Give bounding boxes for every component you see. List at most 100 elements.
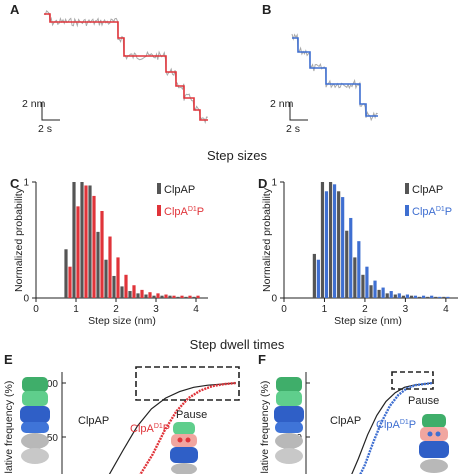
bar-d-s1-7 bbox=[373, 280, 377, 298]
trace-b-raw bbox=[291, 33, 378, 122]
ytick-label-c-0: 0 bbox=[23, 294, 29, 305]
bar-c-s1-12 bbox=[164, 294, 168, 298]
bar-d-s0-3 bbox=[337, 191, 341, 298]
bar-d-s0-10 bbox=[393, 294, 397, 298]
bar-c-s1-15 bbox=[188, 295, 192, 298]
legend-label-clpap: ClpAP bbox=[164, 184, 195, 196]
histogram-d: Normalized probability Step size (nm) 0 1… bbox=[261, 178, 458, 327]
bar-c-s1-1 bbox=[76, 206, 80, 298]
cumulative-e-label-clpap: ClpAP bbox=[78, 415, 109, 427]
bar-c-s1-2 bbox=[84, 185, 88, 298]
cumulative-e-ylabel: ulative frequency (%) bbox=[3, 381, 15, 474]
bar-c-s0-8 bbox=[128, 291, 132, 298]
bar-c-s0-6 bbox=[112, 275, 116, 298]
cartoon-e-blue-ring-2 bbox=[21, 422, 49, 433]
cartoon-e2-gray bbox=[171, 463, 197, 474]
clpap-cartoon-e bbox=[20, 377, 50, 464]
legend-swatch-clpap bbox=[157, 183, 161, 194]
bar-c-s0-9 bbox=[136, 293, 140, 298]
cartoon-f2-gray bbox=[420, 459, 448, 473]
cartoon-e-mid-ring bbox=[22, 391, 48, 406]
trace-a-raw bbox=[43, 10, 208, 125]
panel-label-e: E bbox=[4, 352, 13, 367]
panel-label-b: B bbox=[262, 2, 271, 17]
trace-a bbox=[43, 10, 208, 125]
panel-label-d: D bbox=[258, 176, 267, 191]
bar-c-s1-4 bbox=[100, 211, 104, 298]
bar-d-s1-6 bbox=[365, 266, 369, 298]
ytick-label-d-0: 0 bbox=[271, 294, 277, 305]
cumulative-e-label-clpad1p-sup: D1 bbox=[154, 423, 163, 430]
bar-c-s1-16 bbox=[196, 295, 200, 298]
bar-d-s0-9 bbox=[385, 293, 389, 298]
cumulative-e: ulative frequency (%) 100 50 ClpAP ClpAD… bbox=[3, 366, 240, 474]
cartoon-e-gray-ring bbox=[21, 433, 49, 449]
bar-d-s1-11 bbox=[405, 294, 409, 298]
bar-c-s1-11 bbox=[156, 293, 160, 298]
legend-label-clpad1p: ClpAD1P bbox=[164, 206, 204, 218]
cartoon-e-top-ring bbox=[22, 377, 48, 392]
bar-c-s1-9 bbox=[140, 289, 144, 298]
cartoon-f2-blue bbox=[419, 441, 449, 458]
legend-swatch-clpad1p bbox=[157, 205, 161, 216]
cartoon-f2-dot-2 bbox=[435, 431, 441, 437]
cumulative-f-label-clpad1p-name: ClpA bbox=[376, 419, 401, 431]
bar-d-s0-14 bbox=[426, 296, 430, 298]
cumulative-f-pause-label: Pause bbox=[408, 395, 439, 407]
legend-label-clpad1p-name: ClpA bbox=[164, 206, 189, 218]
bar-d-s0-13 bbox=[417, 296, 422, 298]
bar-d-s1-1 bbox=[324, 191, 329, 298]
histogram-c: Normalized probability Step size (nm) 0 1… bbox=[13, 178, 208, 327]
bar-c-s0-2 bbox=[80, 182, 84, 298]
clpap-cartoon-f bbox=[274, 377, 304, 464]
legend-label-clpad1p-d: ClpAD1P bbox=[412, 206, 452, 218]
bar-c-s1-3 bbox=[92, 195, 96, 298]
histogram-c-ticks: 0 1 2 3 4 0 1 bbox=[23, 178, 199, 316]
cartoon-f-blue-ring bbox=[274, 406, 304, 423]
xtick-label-d-2: 2 bbox=[362, 304, 368, 315]
bar-c-s1-0 bbox=[68, 266, 72, 298]
bar-d-s1-9 bbox=[389, 291, 393, 298]
cartoon-e2-dot-2 bbox=[185, 437, 191, 443]
bar-c-s0-3 bbox=[88, 185, 92, 298]
bar-d-s1-16 bbox=[446, 296, 450, 298]
scale-bar-b-y-label: 2 nm bbox=[270, 98, 294, 110]
bar-d-s1-15 bbox=[438, 296, 442, 298]
bar-c-s0-10 bbox=[144, 294, 148, 298]
bar-c-s1-14 bbox=[180, 295, 184, 298]
pause-box-f bbox=[391, 371, 434, 390]
bar-c-s0-16 bbox=[192, 296, 196, 298]
cumulative-f-label-clpad1p-sup: D1 bbox=[400, 419, 409, 426]
xtick-label-c-0: 0 bbox=[33, 304, 39, 315]
scale-bar-b: 2 nm 2 s bbox=[270, 98, 308, 135]
pause-box-e bbox=[135, 366, 240, 401]
histogram-d-axes bbox=[283, 182, 458, 299]
clpad1p-cartoon-e bbox=[170, 422, 198, 474]
bar-c-s0-7 bbox=[120, 286, 124, 298]
bar-c-s0-5 bbox=[104, 259, 108, 298]
cumulative-f-ylabel: ulative frequency (%) bbox=[259, 381, 271, 474]
bar-d-s0-1 bbox=[320, 182, 325, 298]
legend-label-clpap-d: ClpAP bbox=[412, 184, 443, 196]
legend-label-clpad1p-d-name: ClpA bbox=[412, 206, 437, 218]
ytick-label-c-1: 1 bbox=[23, 178, 29, 189]
bar-c-s0-11 bbox=[152, 295, 156, 298]
ytick-label-d-1: 1 bbox=[271, 178, 277, 189]
xtick-label-d-1: 1 bbox=[322, 304, 328, 315]
histogram-d-xlabel: Step size (nm) bbox=[334, 315, 402, 327]
bar-d-s0-16 bbox=[442, 296, 446, 298]
cumulative-f-label-clpap: ClpAP bbox=[330, 415, 361, 427]
bar-d-s0-4 bbox=[345, 230, 349, 298]
xtick-label-c-3: 3 bbox=[153, 304, 159, 315]
legend-swatch-clpap-d bbox=[405, 183, 409, 194]
bar-d-s0-11 bbox=[401, 295, 405, 298]
cartoon-e2-blue bbox=[170, 447, 198, 463]
legend-swatch-clpad1p-d bbox=[405, 205, 409, 216]
trace-a-fit bbox=[44, 13, 208, 121]
bar-c-s0-12 bbox=[160, 295, 164, 298]
bar-d-s1-2 bbox=[332, 184, 337, 298]
cartoon-f2-green bbox=[422, 414, 446, 428]
cartoon-e-blue-ring bbox=[20, 406, 50, 423]
xtick-label-c-4: 4 bbox=[193, 304, 199, 315]
cartoon-f2-pink bbox=[420, 427, 448, 441]
